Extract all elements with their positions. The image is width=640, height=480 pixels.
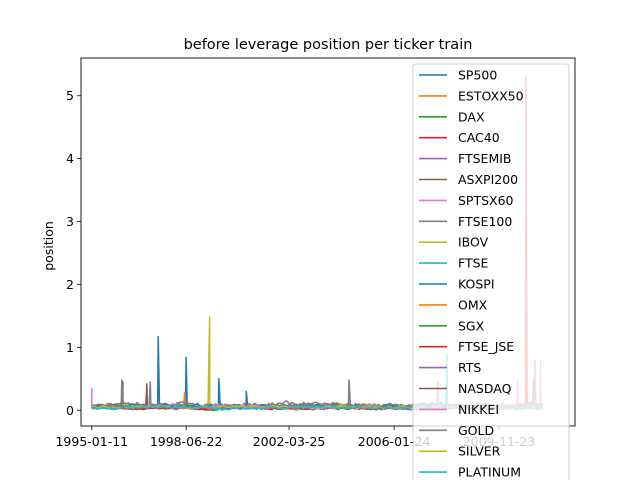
legend-label: NASDAQ [458, 381, 512, 396]
legend-label: FTSE [458, 256, 489, 271]
legend-label: GOLD [458, 423, 494, 438]
legend-label: NIKKEI [458, 402, 499, 417]
y-axis: 0 1 2 3 4 5 [66, 88, 81, 418]
legend-label: DAX [458, 109, 485, 124]
legend-label: ASXPI200 [458, 172, 518, 187]
plot-frame [80, 57, 576, 427]
legend-label: RTS [458, 360, 481, 375]
y-tick-label: 3 [66, 214, 74, 229]
y-tick-label: 1 [66, 340, 74, 355]
legend-label: PLATINUM [458, 465, 521, 480]
y-tick-label: 2 [66, 277, 74, 292]
legend-label: OMX [458, 297, 488, 312]
legend-label: SP500 [458, 68, 497, 83]
y-tick-label: 5 [66, 88, 74, 103]
y-tick-label: 0 [66, 403, 74, 418]
y-axis-label: position [41, 221, 56, 271]
legend-label: FTSE_JSE [458, 339, 514, 354]
x-tick-label: 1998-06-22 [150, 434, 223, 449]
legend-label: KOSPI [458, 277, 495, 292]
x-tick-label: 1995-01-11 [55, 434, 128, 449]
legend: SP500 ESTOXX50 DAX CAC40 FTSEMIB ASXPI200 SPTS… [412, 63, 570, 480]
legend-label: SILVER [458, 444, 501, 459]
legend-box [412, 63, 570, 480]
legend-label: ESTOXX50 [458, 88, 524, 103]
legend-label: CAC40 [458, 130, 500, 145]
chart-title: before leverage position per ticker trai… [184, 37, 473, 53]
x-tick-label: 2006-01-24 [358, 434, 431, 449]
x-tick-label: 2002-03-25 [253, 434, 326, 449]
legend-label: SPTSX60 [458, 193, 514, 208]
legend-label: SGX [458, 318, 485, 333]
legend-label: IBOV [458, 235, 489, 250]
legend-label: FTSEMIB [458, 151, 512, 166]
y-tick-label: 4 [66, 151, 74, 166]
legend-label: FTSE100 [458, 214, 512, 229]
